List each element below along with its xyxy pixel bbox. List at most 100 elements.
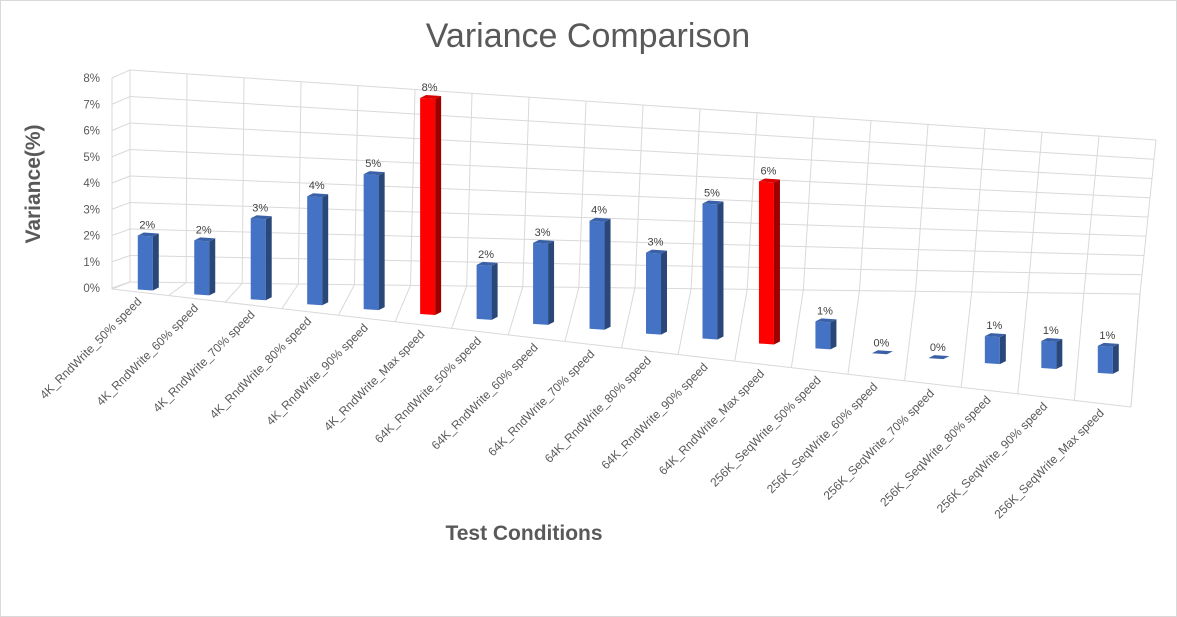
bar-side-face <box>491 262 498 320</box>
gridline-vertical <box>634 104 644 289</box>
bar-side-face <box>435 96 442 316</box>
bar-top-face <box>984 333 1006 338</box>
gridline-left-wall <box>111 149 131 158</box>
category-label: 256K_SeqWrite_80% speed <box>877 393 993 509</box>
bar-front-face <box>420 98 436 316</box>
bar-top-face <box>194 237 216 242</box>
bar <box>1097 342 1119 374</box>
gridline-floor <box>960 291 973 388</box>
bar-front-face <box>815 321 831 350</box>
bar <box>1041 338 1063 369</box>
bar <box>363 171 385 311</box>
gridline-vertical <box>466 93 473 287</box>
bar <box>702 200 724 340</box>
bar-top-face <box>758 178 780 183</box>
bar-top-face <box>363 171 385 176</box>
gridline-floor <box>394 285 412 322</box>
data-label: 2% <box>139 219 155 231</box>
bar-front-face <box>250 218 266 301</box>
bar-top-face <box>1097 342 1119 347</box>
bar-top-face <box>589 217 611 222</box>
data-label: 8% <box>422 82 438 94</box>
gridline-vertical <box>578 101 587 288</box>
bar <box>476 261 498 320</box>
gridline-vertical <box>241 77 245 284</box>
data-label: 2% <box>196 224 212 236</box>
gridline-floor <box>621 287 636 349</box>
bar-top-face <box>815 318 837 323</box>
category-label: 256K_SeqWrite_60% speed <box>764 380 880 496</box>
chart-title: Variance Comparison <box>426 17 750 55</box>
gridline-floor <box>111 281 131 290</box>
gridline-vertical <box>858 120 872 291</box>
data-label: 1% <box>1043 325 1059 337</box>
bar-side-face <box>152 233 159 291</box>
bar-top-face <box>420 95 442 100</box>
data-labels: 2% 2% 3% 4% 5% 8% 2% 3% 4% 3% 5% 6% 1% 0% 0% 1% 1% 1% <box>139 82 1115 354</box>
category-label: 4K_RndWrite_80% speed <box>207 314 314 421</box>
data-label: 4% <box>309 180 325 192</box>
category-label: 256K_SeqWrite_70% speed <box>821 386 937 502</box>
y-tick-label: 7% <box>83 99 100 111</box>
gridline-vertical <box>915 124 929 292</box>
data-label: 4% <box>591 205 607 217</box>
x-axis-title: Test Conditions <box>445 522 602 545</box>
bar <box>815 318 837 350</box>
gridline-floor <box>847 290 860 375</box>
category-label: 64K_RndWrite_Max speed <box>656 367 767 478</box>
bar-front-face <box>476 264 492 320</box>
gridline-floor <box>224 282 243 303</box>
data-label: 0% <box>930 342 946 354</box>
bar-front-face <box>307 196 323 306</box>
category-label: 64K_RndWrite_80% speed <box>542 353 654 465</box>
bar-side-face <box>604 218 611 330</box>
y-tick-label: 2% <box>83 231 100 243</box>
gridline-left-wall <box>111 69 131 79</box>
gridline-left-wall <box>111 228 131 236</box>
y-axis-ticks: 0% 1% 2% 3% 4% 5% 6% 7% 8% <box>83 73 100 295</box>
bar <box>871 350 893 355</box>
gridline-left-wall <box>111 122 131 131</box>
bar-side-face <box>548 240 555 325</box>
gridline-vertical <box>971 128 986 293</box>
category-label: 4K_RndWrite_70% speed <box>150 308 257 415</box>
floor-front-edge <box>111 288 1132 408</box>
bar-side-face <box>209 238 216 296</box>
category-label: 64K_RndWrite_90% speed <box>598 360 710 472</box>
gridline-left-wall <box>111 175 131 184</box>
bar <box>137 232 159 291</box>
data-label: 1% <box>986 320 1002 332</box>
bar-front-face <box>194 240 210 296</box>
category-label: 256K_SeqWrite_90% speed <box>934 399 1050 515</box>
bar <box>194 237 216 296</box>
y-axis-title: Variance(%) <box>22 124 45 243</box>
y-tick-label: 0% <box>83 283 100 295</box>
data-label: 5% <box>704 188 720 200</box>
gridline-vertical <box>690 108 701 289</box>
bar <box>307 193 329 306</box>
gridline-vertical <box>1139 139 1157 295</box>
category-label: 256K_SeqWrite_Max speed <box>991 406 1106 521</box>
y-tick-label: 8% <box>83 73 100 85</box>
gridline-floor <box>281 283 299 309</box>
y-tick-label: 3% <box>83 204 100 216</box>
bar <box>646 249 668 335</box>
data-label: 3% <box>252 202 268 214</box>
bar-top-face <box>476 261 498 266</box>
gridline-floor <box>734 289 748 362</box>
gridline-floor <box>507 286 524 336</box>
data-label: 2% <box>478 249 494 261</box>
category-label: 4K_RndWrite_Max speed <box>321 327 427 433</box>
floor-right-edge <box>1130 293 1141 408</box>
gridline-left-wall <box>111 202 131 210</box>
bar-top-face <box>871 350 893 355</box>
bar-side-face <box>661 250 668 335</box>
bar-front-face <box>1041 341 1057 369</box>
gridline-left-wall <box>111 96 131 105</box>
bar-front-face <box>984 336 1000 365</box>
bar-front-face <box>1097 345 1113 374</box>
bar <box>928 355 950 360</box>
data-label: 5% <box>365 158 381 170</box>
gridline-vertical <box>802 116 815 291</box>
